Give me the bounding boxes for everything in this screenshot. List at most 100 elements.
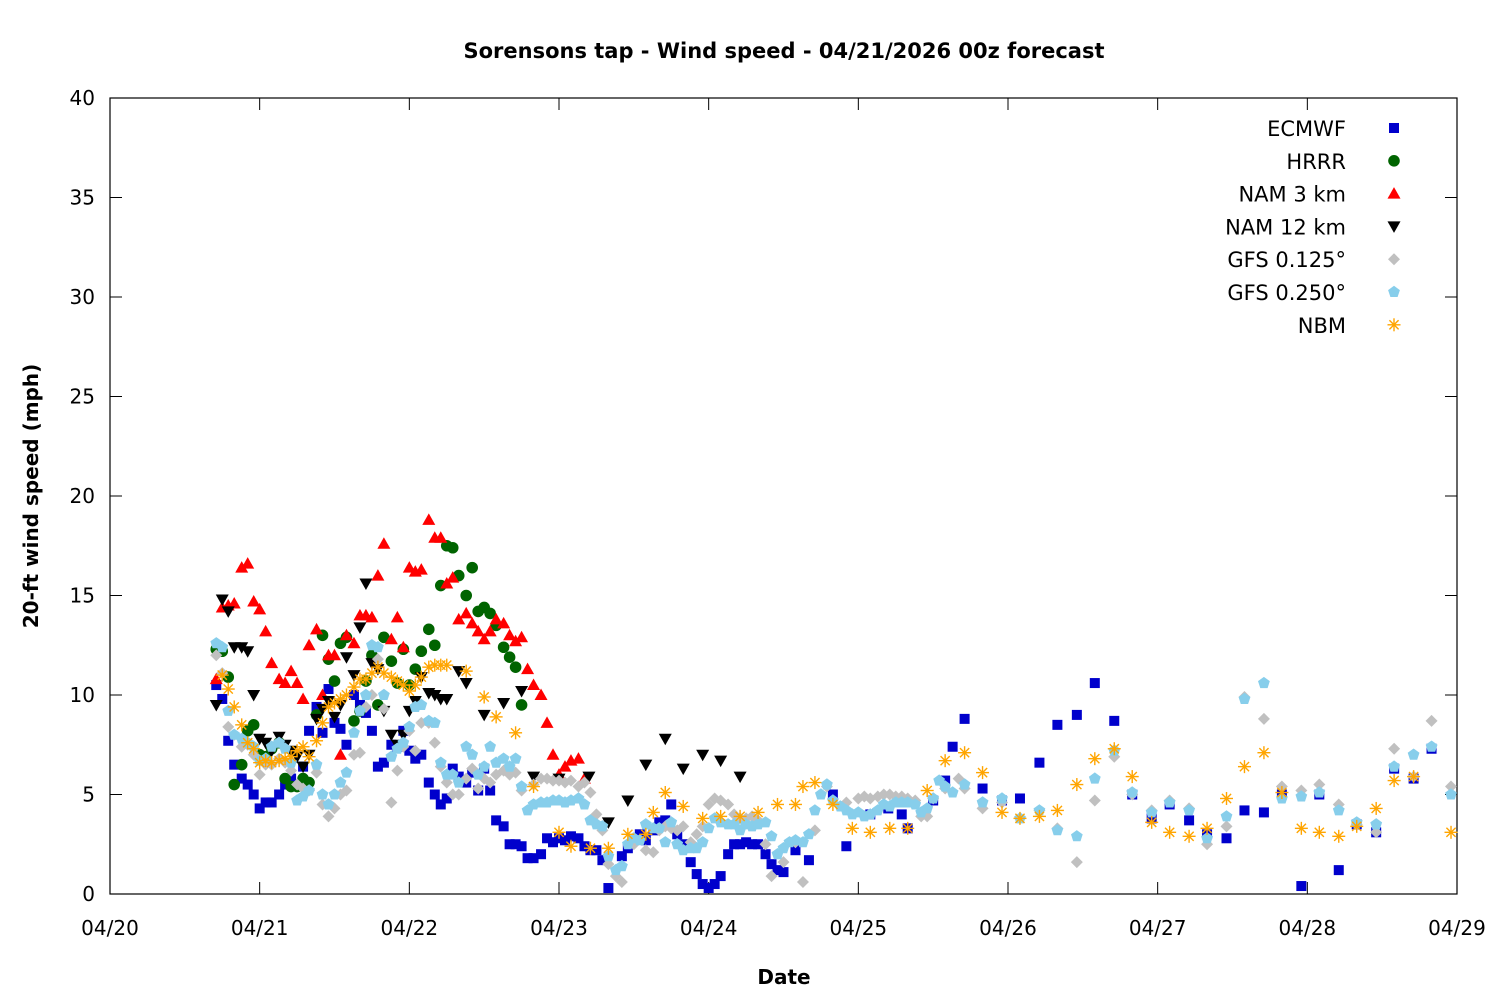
- data-point: [452, 666, 466, 678]
- data-point: [223, 735, 234, 746]
- data-point: [1163, 796, 1176, 808]
- x-tick-label: 04/22: [381, 916, 439, 940]
- data-point: [459, 678, 473, 690]
- data-point: [209, 672, 223, 685]
- data-point: [540, 716, 554, 728]
- data-point: [1332, 804, 1345, 816]
- data-point: [582, 771, 596, 784]
- legend-item: ECMWF: [1267, 117, 1399, 141]
- data-point: [1407, 748, 1420, 760]
- data-point: [317, 727, 328, 738]
- data-point: [408, 678, 422, 692]
- data-point: [863, 825, 877, 839]
- data-point: [348, 715, 360, 727]
- legend-marker: [1388, 155, 1400, 167]
- y-tick-label: 40: [70, 86, 95, 110]
- data-point: [471, 624, 485, 637]
- data-point: [509, 752, 522, 764]
- data-point: [1296, 881, 1307, 892]
- data-point: [316, 716, 330, 730]
- data-point: [1388, 760, 1400, 772]
- data-point: [1201, 832, 1213, 844]
- data-point: [322, 810, 335, 823]
- data-point: [1220, 810, 1233, 822]
- data-point: [647, 846, 660, 859]
- data-point: [1295, 790, 1308, 802]
- data-point: [766, 859, 777, 870]
- data-point: [534, 688, 548, 700]
- legend-item: NAM 12 km: [1225, 215, 1401, 239]
- data-point: [821, 778, 833, 790]
- data-point: [1444, 825, 1458, 839]
- data-point: [452, 776, 465, 788]
- data-point: [1071, 830, 1083, 842]
- data-point: [247, 594, 261, 607]
- data-point: [235, 561, 249, 573]
- data-point: [340, 766, 353, 778]
- data-point: [788, 797, 802, 811]
- data-point: [1425, 740, 1438, 752]
- data-point: [254, 803, 265, 814]
- legend-marker: [1388, 253, 1400, 266]
- series-gfs-0-250-: [210, 637, 1457, 876]
- data-point: [396, 640, 410, 653]
- data-point: [1258, 676, 1270, 689]
- data-point: [253, 756, 267, 770]
- data-point: [227, 700, 241, 714]
- data-point: [241, 557, 255, 569]
- data-point: [602, 850, 615, 862]
- data-point: [385, 655, 398, 667]
- data-point: [1051, 824, 1064, 836]
- data-point: [515, 686, 529, 698]
- data-point: [334, 776, 347, 788]
- data-point: [296, 740, 310, 754]
- data-point: [386, 739, 397, 750]
- data-point: [1034, 757, 1045, 768]
- data-point: [333, 748, 347, 760]
- data-point: [384, 729, 398, 742]
- data-point: [1369, 801, 1383, 815]
- data-point: [371, 653, 384, 666]
- data-point: [477, 632, 491, 645]
- data-point: [215, 594, 229, 606]
- data-point: [1387, 774, 1401, 788]
- data-point: [597, 855, 608, 866]
- data-point: [522, 853, 533, 864]
- data-point: [896, 809, 907, 820]
- data-point: [1332, 829, 1346, 843]
- data-point: [484, 776, 497, 789]
- data-point: [434, 531, 448, 543]
- data-point: [221, 682, 235, 696]
- data-point: [1220, 791, 1234, 805]
- data-point: [274, 789, 285, 800]
- data-point: [428, 690, 442, 702]
- data-point: [578, 776, 591, 789]
- data-point: [939, 780, 951, 792]
- data-point: [477, 709, 491, 722]
- data-point: [596, 820, 609, 832]
- data-point: [378, 688, 390, 700]
- data-point: [741, 837, 752, 848]
- data-point: [259, 624, 273, 637]
- data-point: [959, 713, 970, 724]
- legend-marker: [1387, 318, 1401, 332]
- data-point: [248, 789, 259, 800]
- data-point: [696, 811, 710, 825]
- y-axis: 0 5 10 15 20 25 30 35 40: [70, 86, 1457, 906]
- data-point: [639, 759, 653, 772]
- data-point: [583, 841, 597, 855]
- data-point: [286, 773, 297, 784]
- y-tick-label: 35: [70, 186, 95, 210]
- data-point: [691, 869, 702, 880]
- data-point: [302, 638, 316, 651]
- data-point: [1183, 804, 1195, 816]
- data-point: [909, 798, 922, 810]
- data-point: [489, 710, 503, 724]
- legend-label: NAM 3 km: [1238, 183, 1346, 207]
- data-point: [927, 792, 940, 804]
- data-point: [503, 628, 517, 641]
- data-point: [440, 577, 454, 589]
- data-point: [284, 664, 298, 677]
- data-point: [296, 692, 310, 704]
- data-point: [328, 648, 341, 661]
